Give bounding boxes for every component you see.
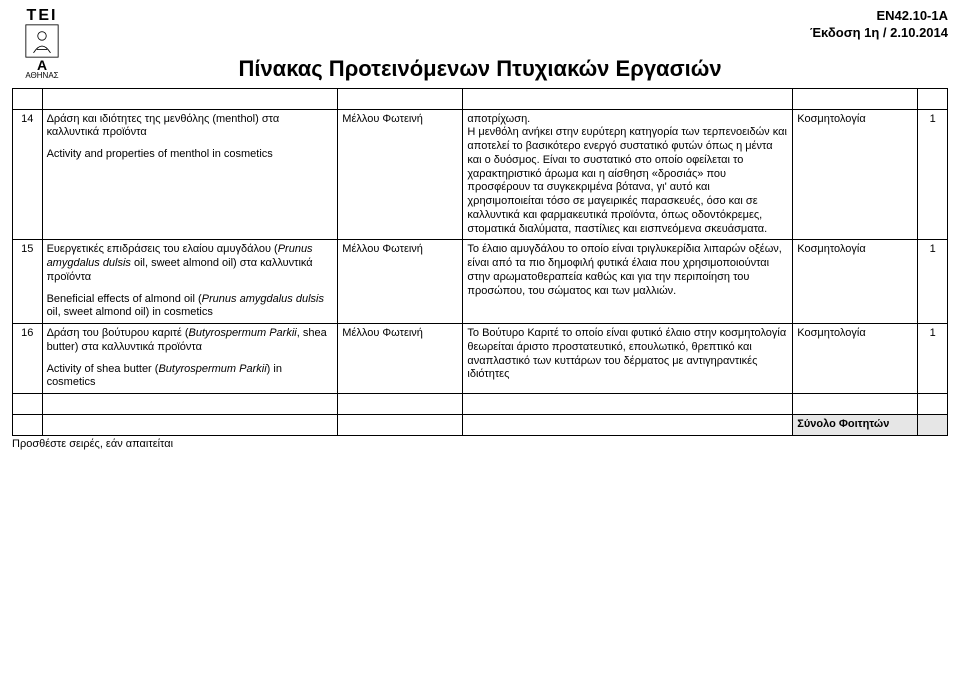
athena-icon (25, 24, 59, 58)
total-row: Σύνολο Φοιτητών (13, 414, 948, 435)
row-num: 14 (13, 109, 43, 240)
row-num: 15 (13, 240, 43, 324)
logo-a: A (37, 58, 47, 72)
row-cat: Κοσμητολογία (793, 109, 918, 240)
row-title: Δράση και ιδιότητες της μενθόλης (mentho… (42, 109, 338, 240)
header-meta: EN42.10-1A Έκδοση 1η / 2.10.2014 (72, 8, 948, 42)
page-header: TEI A ΑΘΗΝΑΣ EN42.10-1A Έκδοση 1η / 2.10… (12, 8, 948, 82)
row-advisor: Μέλλου Φωτεινή (338, 240, 463, 324)
row-cat: Κοσμητολογία (793, 324, 918, 394)
page-title: Πίνακας Προτεινόμενων Πτυχιακών Εργασιών (72, 56, 888, 82)
row-desc: Το έλαιο αμυγδάλου το οποίο είναι τριγλυ… (463, 240, 793, 324)
table-row: 14 Δράση και ιδιότητες της μενθόλης (men… (13, 109, 948, 240)
spacer-row (13, 88, 948, 109)
doc-edition: Έκδοση 1η / 2.10.2014 (72, 25, 948, 42)
row-advisor: Μέλλου Φωτεινή (338, 324, 463, 394)
logo-bottom: ΑΘΗΝΑΣ (25, 72, 58, 80)
row-count: 1 (918, 324, 948, 394)
footnote: Προσθέστε σειρές, εάν απαιτείται (12, 438, 948, 450)
table-row: 16 Δράση του βούτυρου καριτέ (Butyrosper… (13, 324, 948, 394)
total-label: Σύνολο Φοιτητών (793, 414, 918, 435)
row-advisor: Μέλλου Φωτεινή (338, 109, 463, 240)
table-row: 15 Ευεργετικές επιδράσεις του ελαίου αμυ… (13, 240, 948, 324)
row-title: Ευεργετικές επιδράσεις του ελαίου αμυγδά… (42, 240, 338, 324)
row-desc: αποτρίχωση. Η μενθόλη ανήκει στην ευρύτε… (463, 109, 793, 240)
row-title: Δράση του βούτυρου καριτέ (Butyrospermum… (42, 324, 338, 394)
row-count: 1 (918, 109, 948, 240)
row-num: 16 (13, 324, 43, 394)
spacer-row (13, 394, 948, 415)
logo-top: TEI (27, 8, 58, 24)
row-cat: Κοσμητολογία (793, 240, 918, 324)
thesis-table: 14 Δράση και ιδιότητες της μενθόλης (men… (12, 88, 948, 436)
row-count: 1 (918, 240, 948, 324)
row-desc: Το Βούτυρο Καριτέ το οποίο είναι φυτικό … (463, 324, 793, 394)
doc-code: EN42.10-1A (72, 8, 948, 25)
logo: TEI A ΑΘΗΝΑΣ (12, 8, 72, 80)
